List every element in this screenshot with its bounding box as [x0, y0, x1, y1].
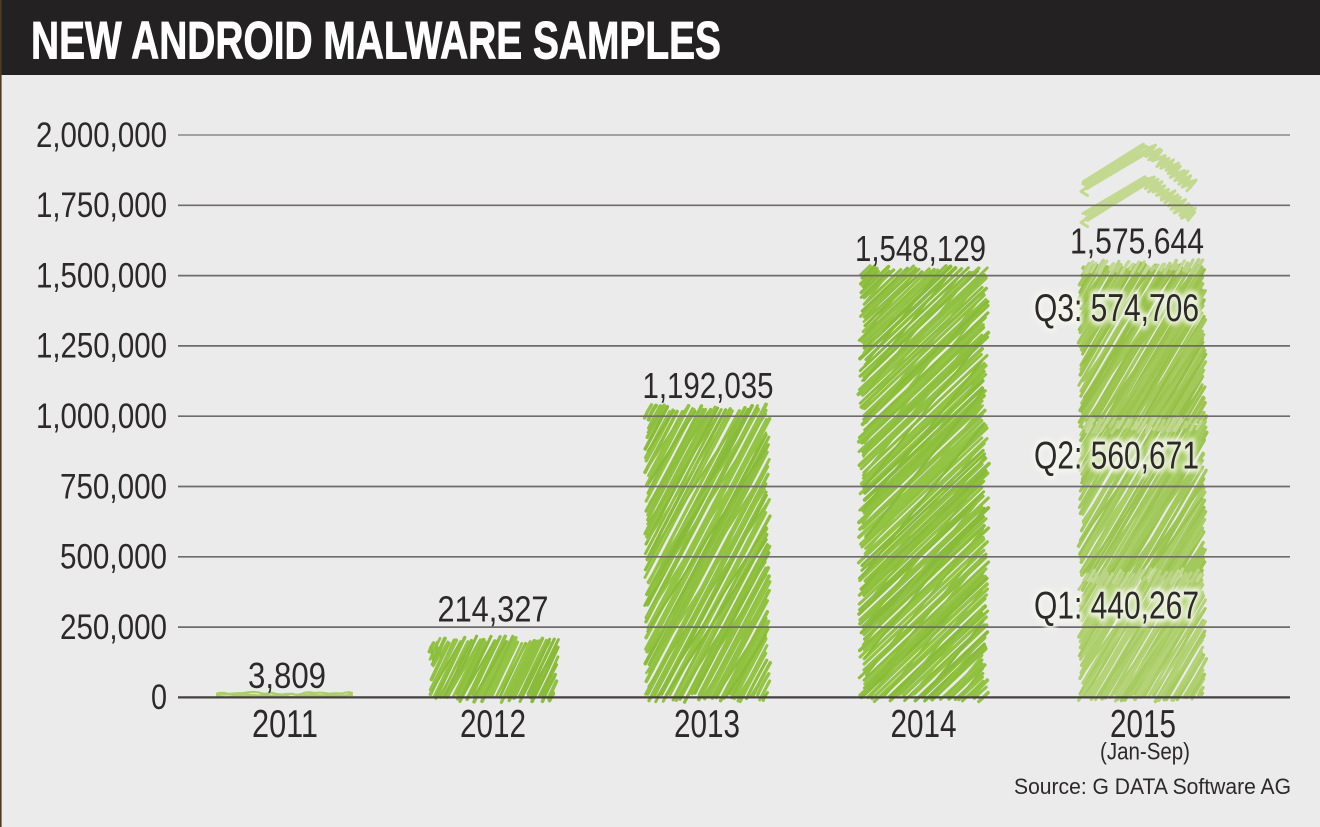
svg-text:1,750,000: 1,750,000 [36, 186, 167, 225]
svg-text:1,000,000: 1,000,000 [36, 397, 167, 436]
svg-text:1,192,035: 1,192,035 [643, 365, 774, 406]
svg-text:(Jan-Sep): (Jan-Sep) [1100, 739, 1190, 766]
svg-text:750,000: 750,000 [60, 467, 167, 506]
svg-text:250,000: 250,000 [60, 608, 167, 647]
svg-text:1,250,000: 1,250,000 [36, 327, 167, 366]
svg-text:NEW ANDROID MALWARE SAMPLES: NEW ANDROID MALWARE SAMPLES [31, 12, 721, 71]
svg-text:2015: 2015 [1110, 703, 1176, 746]
svg-text:2013: 2013 [674, 703, 740, 746]
svg-text:3,809: 3,809 [248, 655, 326, 696]
svg-text:2,000,000: 2,000,000 [36, 116, 167, 155]
svg-text:2011: 2011 [252, 703, 318, 746]
svg-text:0: 0 [151, 678, 167, 717]
svg-text:2012: 2012 [460, 703, 526, 746]
svg-text:Source: G DATA Software AG: Source: G DATA Software AG [1014, 774, 1291, 799]
svg-text:Q2: 560,671: Q2: 560,671 [1034, 435, 1199, 478]
svg-text:Q1: 440,267: Q1: 440,267 [1034, 585, 1199, 628]
svg-text:500,000: 500,000 [60, 538, 167, 577]
svg-text:1,548,129: 1,548,129 [855, 228, 986, 269]
svg-text:Q1: 440,267: Q1: 440,267 [1034, 585, 1199, 628]
svg-text:Q2: 560,671: Q2: 560,671 [1034, 435, 1199, 478]
svg-text:2014: 2014 [891, 703, 957, 746]
svg-text:Q3: 574,706: Q3: 574,706 [1034, 287, 1199, 330]
svg-text:1,575,644: 1,575,644 [1070, 221, 1204, 262]
svg-text:Q3: 574,706: Q3: 574,706 [1034, 287, 1199, 330]
svg-text:1,500,000: 1,500,000 [36, 256, 167, 295]
svg-text:214,327: 214,327 [438, 589, 549, 630]
